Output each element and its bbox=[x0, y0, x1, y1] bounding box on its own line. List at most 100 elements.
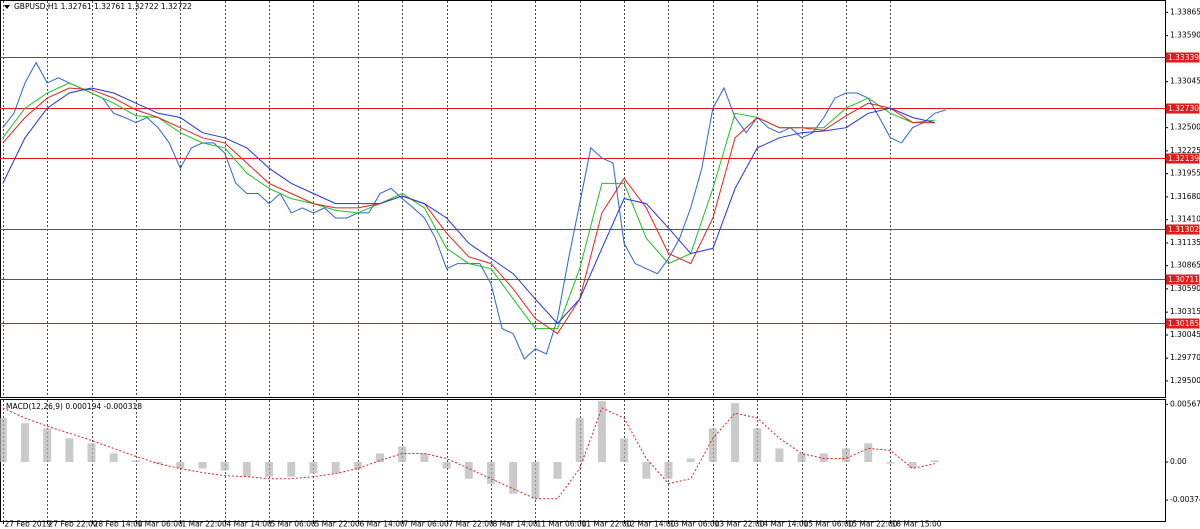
x-tick-label: 5 Mar 22:00 bbox=[315, 520, 361, 529]
histogram-bar bbox=[731, 403, 740, 463]
histogram-bar bbox=[553, 462, 562, 479]
chart-title: GBPUSD,H1 1.32761 1.32761 1.32722 1.3272… bbox=[14, 2, 192, 11]
y-tick-label: 1.33865 bbox=[1170, 7, 1200, 16]
histogram-bar bbox=[376, 453, 385, 463]
x-tick-label: 13 Mar 06:00 bbox=[670, 520, 720, 529]
x-tick-label: 18 Mar 15:00 bbox=[892, 520, 942, 529]
histogram-bar bbox=[420, 453, 429, 463]
y-tick-label: 1.30315 bbox=[1170, 307, 1200, 316]
histogram-bar bbox=[642, 462, 651, 479]
x-tick-label: 11 Mar 06:00 bbox=[537, 520, 587, 529]
y-tick-label: 1.31680 bbox=[1170, 192, 1200, 201]
x-tick-label: 15 Mar 22:00 bbox=[848, 520, 898, 529]
histogram-bar bbox=[109, 453, 118, 463]
y-tick-label: 1.30045 bbox=[1170, 330, 1200, 339]
histogram-bar bbox=[353, 462, 362, 469]
y-tick-label: 1.31410 bbox=[1170, 215, 1200, 224]
level-tag bbox=[1166, 103, 1199, 114]
series-line bbox=[2, 87, 935, 335]
x-tick-label: 1 Mar 22:00 bbox=[182, 520, 228, 529]
level-label: 1.30185 bbox=[1168, 319, 1199, 328]
level-tag bbox=[1166, 52, 1199, 63]
x-tick-label: 5 Mar 06:00 bbox=[271, 520, 317, 529]
histogram-bar bbox=[265, 462, 274, 477]
histogram-bar bbox=[575, 418, 584, 463]
histogram-bar bbox=[797, 453, 806, 463]
level-tag bbox=[1166, 153, 1199, 164]
histogram-bar bbox=[509, 462, 518, 494]
histogram-bar bbox=[154, 462, 163, 464]
x-tick-label: 15 Mar 06:00 bbox=[804, 520, 854, 529]
series-line bbox=[2, 407, 935, 500]
histogram-bar bbox=[620, 438, 629, 463]
histogram-bar bbox=[753, 428, 762, 463]
histogram-bar bbox=[398, 446, 407, 463]
histogram-bar bbox=[0, 418, 7, 463]
level-label: 1.30711 bbox=[1168, 275, 1199, 284]
histogram-bar bbox=[708, 428, 717, 463]
histogram-bar bbox=[442, 462, 451, 469]
y-tick-label: 1.30865 bbox=[1170, 261, 1200, 270]
histogram-bar bbox=[597, 401, 606, 463]
y-tick-label: -0.003745 bbox=[1170, 495, 1200, 504]
y-tick-label: 1.31135 bbox=[1170, 238, 1200, 247]
y-tick-label: 0.00 bbox=[1170, 457, 1187, 466]
histogram-bar bbox=[775, 448, 784, 463]
histogram-bar bbox=[65, 438, 74, 463]
histogram-bar bbox=[20, 423, 29, 463]
x-tick-label: 6 Mar 14:00 bbox=[360, 520, 406, 529]
x-tick-label: 12 Mar 14:00 bbox=[626, 520, 676, 529]
y-tick-label: 1.31955 bbox=[1170, 169, 1200, 178]
x-tick-label: 11 Mar 22:00 bbox=[582, 520, 632, 529]
y-tick-label: 1.29770 bbox=[1170, 353, 1200, 362]
histogram-bar bbox=[531, 462, 540, 499]
histogram-bar bbox=[464, 462, 473, 479]
level-tag bbox=[1166, 274, 1199, 285]
y-tick-label: 0.005674 bbox=[1170, 399, 1200, 408]
histogram-bar bbox=[131, 460, 140, 463]
histogram-bar bbox=[309, 462, 318, 474]
x-tick-label: 27 Feb 22:00 bbox=[49, 520, 98, 529]
histogram-bar bbox=[242, 462, 251, 477]
x-tick-label: 13 Mar 22:00 bbox=[715, 520, 765, 529]
histogram-bar bbox=[220, 462, 229, 471]
histogram-bar bbox=[930, 460, 939, 463]
histogram-bar bbox=[176, 462, 185, 469]
histogram-bar bbox=[287, 462, 296, 477]
histogram-bar bbox=[198, 462, 207, 469]
level-tag bbox=[1166, 318, 1199, 329]
histogram-bar bbox=[43, 428, 52, 463]
histogram-bar bbox=[664, 462, 673, 479]
price-frame bbox=[0, 0, 1166, 398]
histogram-bar bbox=[908, 462, 917, 469]
level-label: 1.32730 bbox=[1168, 104, 1199, 113]
histogram-bar bbox=[864, 443, 873, 463]
histogram-bar bbox=[686, 458, 695, 463]
histogram-bar bbox=[486, 462, 495, 484]
histogram-bar bbox=[842, 448, 851, 463]
level-tag bbox=[1166, 224, 1199, 235]
y-tick-label: 1.33590 bbox=[1170, 31, 1200, 40]
series-line bbox=[2, 61, 947, 360]
y-tick-label: 1.29500 bbox=[1170, 376, 1200, 385]
series-line bbox=[2, 87, 935, 325]
level-label: 1.31302 bbox=[1168, 225, 1199, 234]
y-tick-label: 1.32500 bbox=[1170, 123, 1200, 132]
x-tick-label: 1 Mar 06:00 bbox=[138, 520, 184, 529]
x-tick-label: 7 Mar 06:00 bbox=[404, 520, 450, 529]
macd-title: MACD(12,26,9) 0.000194 -0.000318 bbox=[6, 402, 142, 411]
histogram-bar bbox=[331, 462, 340, 474]
histogram-bar bbox=[819, 453, 828, 463]
y-tick-label: 1.33045 bbox=[1170, 77, 1200, 86]
y-tick-label: 1.30590 bbox=[1170, 284, 1200, 293]
level-label: 1.33339 bbox=[1168, 53, 1199, 62]
histogram-bar bbox=[87, 443, 96, 463]
level-label: 1.32139 bbox=[1168, 154, 1199, 163]
menu-icon[interactable] bbox=[4, 5, 10, 9]
x-tick-label: 4 Mar 14:00 bbox=[227, 520, 273, 529]
x-tick-label: 8 Mar 14:00 bbox=[493, 520, 539, 529]
histogram-bar bbox=[886, 462, 895, 464]
x-tick-label: 14 Mar 14:00 bbox=[759, 520, 809, 529]
y-tick-label: 1.32225 bbox=[1170, 146, 1200, 155]
